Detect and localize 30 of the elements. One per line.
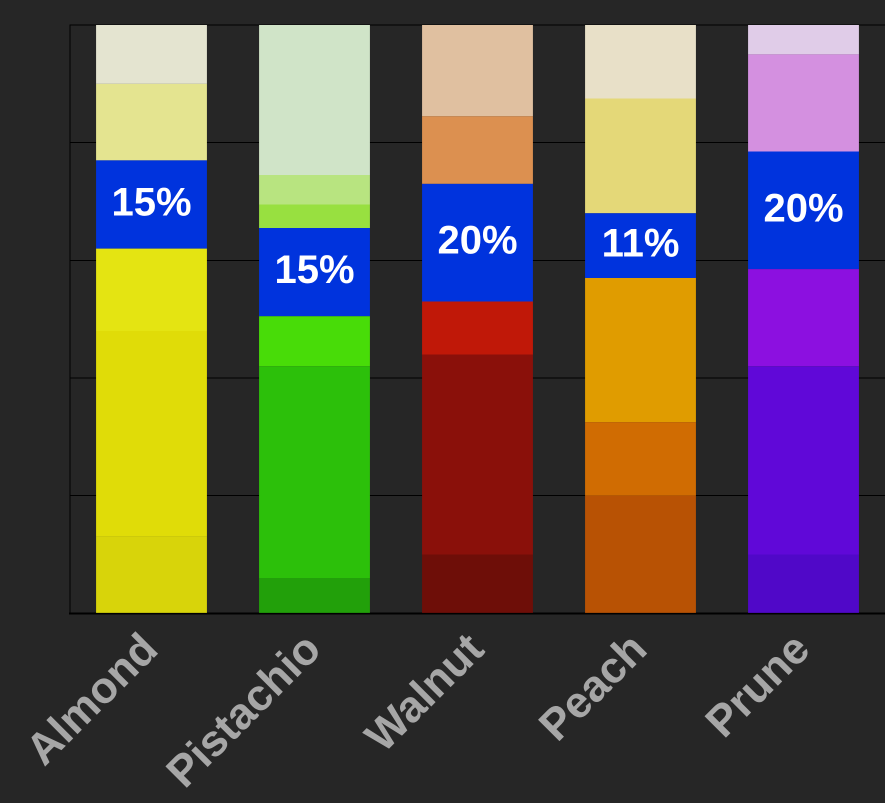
- bar: [422, 116, 533, 184]
- bar: [259, 366, 370, 578]
- bar: [259, 316, 370, 366]
- bar: [585, 98, 696, 214]
- bar: [422, 184, 533, 302]
- data-label: 11%: [602, 222, 680, 266]
- bar: [585, 25, 696, 99]
- bar: [585, 496, 696, 613]
- bar: [748, 554, 859, 613]
- bar: [748, 54, 859, 152]
- bar: [259, 204, 370, 228]
- bar: [96, 25, 207, 84]
- bar: [422, 302, 533, 354]
- data-label: 20%: [763, 186, 844, 230]
- bar: [259, 175, 370, 204]
- data-label: 20%: [437, 218, 518, 263]
- bar: [96, 84, 207, 160]
- bar: [259, 578, 370, 613]
- bar: [748, 269, 859, 366]
- bar: [748, 25, 859, 54]
- bar: [422, 354, 533, 555]
- bar: [422, 554, 533, 613]
- data-label: 15%: [111, 180, 192, 224]
- data-label: 15%: [274, 248, 355, 292]
- bar: [585, 422, 696, 496]
- bar: [259, 25, 370, 176]
- bar: [748, 366, 859, 555]
- bar: [422, 25, 533, 116]
- bar: [748, 151, 859, 270]
- bar: [585, 278, 696, 422]
